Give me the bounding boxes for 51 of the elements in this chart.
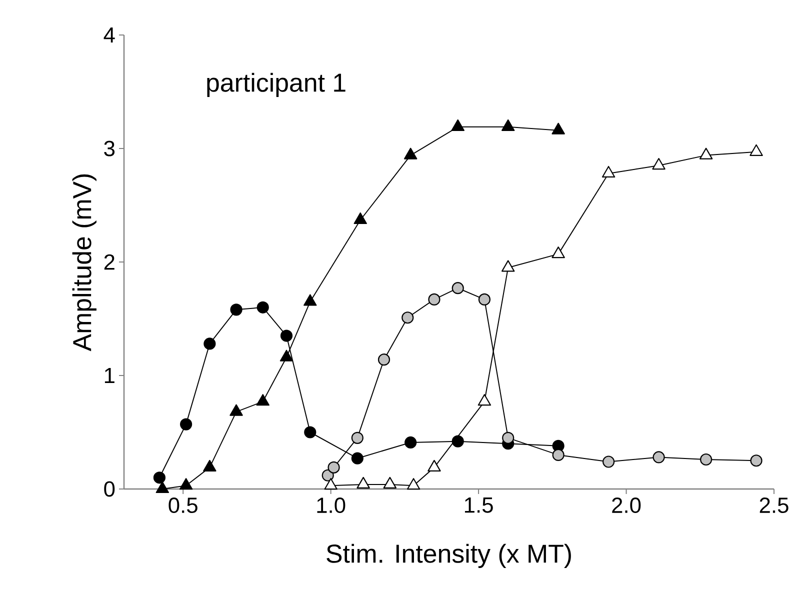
- x-tick-label: 2.0: [612, 498, 641, 514]
- point: [602, 166, 616, 178]
- point: [230, 304, 242, 316]
- x-axis-title: Stim. Intensity (x MT): [326, 544, 571, 568]
- point: [280, 330, 293, 342]
- point: [602, 456, 615, 468]
- point: [280, 350, 294, 362]
- point: [351, 432, 364, 444]
- y-tick-label: 2: [104, 254, 114, 270]
- point: [328, 461, 340, 474]
- point: [750, 454, 762, 467]
- point: [256, 301, 269, 314]
- annotation: participant 1: [207, 72, 346, 98]
- point: [304, 294, 317, 306]
- point: [354, 212, 367, 224]
- point: [378, 354, 390, 366]
- point: [750, 144, 763, 156]
- point: [452, 435, 464, 448]
- point: [304, 426, 316, 438]
- y-tick-label: 0: [104, 481, 115, 497]
- point: [404, 436, 417, 449]
- point: [451, 119, 464, 131]
- point: [652, 451, 665, 464]
- point: [699, 148, 713, 160]
- point: [478, 394, 492, 406]
- y-axis-title: Amplitude (mV): [72, 174, 96, 352]
- point: [428, 293, 440, 306]
- point: [501, 119, 515, 131]
- y-tick-label: 3: [104, 140, 115, 156]
- point: [404, 148, 418, 160]
- point: [153, 472, 166, 484]
- point: [204, 338, 216, 350]
- y-tick-label: 4: [104, 27, 115, 43]
- point: [552, 246, 565, 258]
- point: [700, 453, 712, 466]
- point: [402, 312, 414, 324]
- point: [180, 418, 192, 430]
- x-tick-label: 0.5: [168, 498, 198, 514]
- point: [552, 448, 564, 461]
- point: [502, 432, 514, 444]
- y-tick-label: 1: [104, 368, 114, 384]
- point: [256, 394, 270, 406]
- point: [452, 282, 464, 294]
- point: [351, 452, 364, 464]
- point: [652, 158, 666, 170]
- point: [478, 293, 491, 306]
- point: [501, 260, 515, 272]
- x-tick-label: 2.5: [760, 498, 788, 514]
- x-tick-label: 1.5: [464, 498, 493, 513]
- point: [552, 122, 565, 134]
- x-tick-label: 1.0: [317, 498, 346, 514]
